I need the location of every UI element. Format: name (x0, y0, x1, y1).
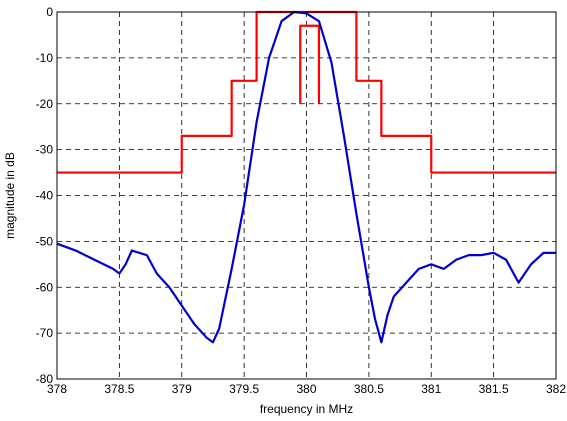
x-tick-label: 379 (172, 382, 192, 396)
x-tick-label: 378 (47, 382, 67, 396)
y-tick-label: 0 (46, 5, 53, 19)
y-tick-label: -50 (36, 234, 54, 248)
mask-line-1 (299, 24, 321, 104)
x-tick-label: 380.5 (354, 382, 384, 396)
y-axis-label: magnitude in dB (3, 152, 17, 239)
y-tick-label: -30 (36, 143, 54, 157)
x-tick-label: 380 (296, 382, 316, 396)
grid (57, 12, 556, 379)
y-tick-label: -60 (36, 280, 54, 294)
y-tick-label: -20 (36, 97, 54, 111)
x-tick-label: 382 (546, 382, 566, 396)
x-tick-label: 379.5 (229, 382, 259, 396)
x-axis-label: frequency in MHz (260, 402, 353, 416)
x-tick-label: 378.5 (104, 382, 134, 396)
x-tick-label: 381 (421, 382, 441, 396)
y-tick-label: -70 (36, 326, 54, 340)
response-curve (56, 10, 556, 344)
x-tick-label: 381.5 (479, 382, 509, 396)
y-tick-label: -80 (36, 372, 54, 386)
plot-frame (56, 11, 557, 380)
y-tick-label: -40 (36, 189, 54, 203)
tick-labels: 378 378.5 379 379.5 380 380.5 381 381.5 382 0 -10 -… (36, 5, 567, 396)
y-tick-label: -10 (36, 51, 54, 65)
